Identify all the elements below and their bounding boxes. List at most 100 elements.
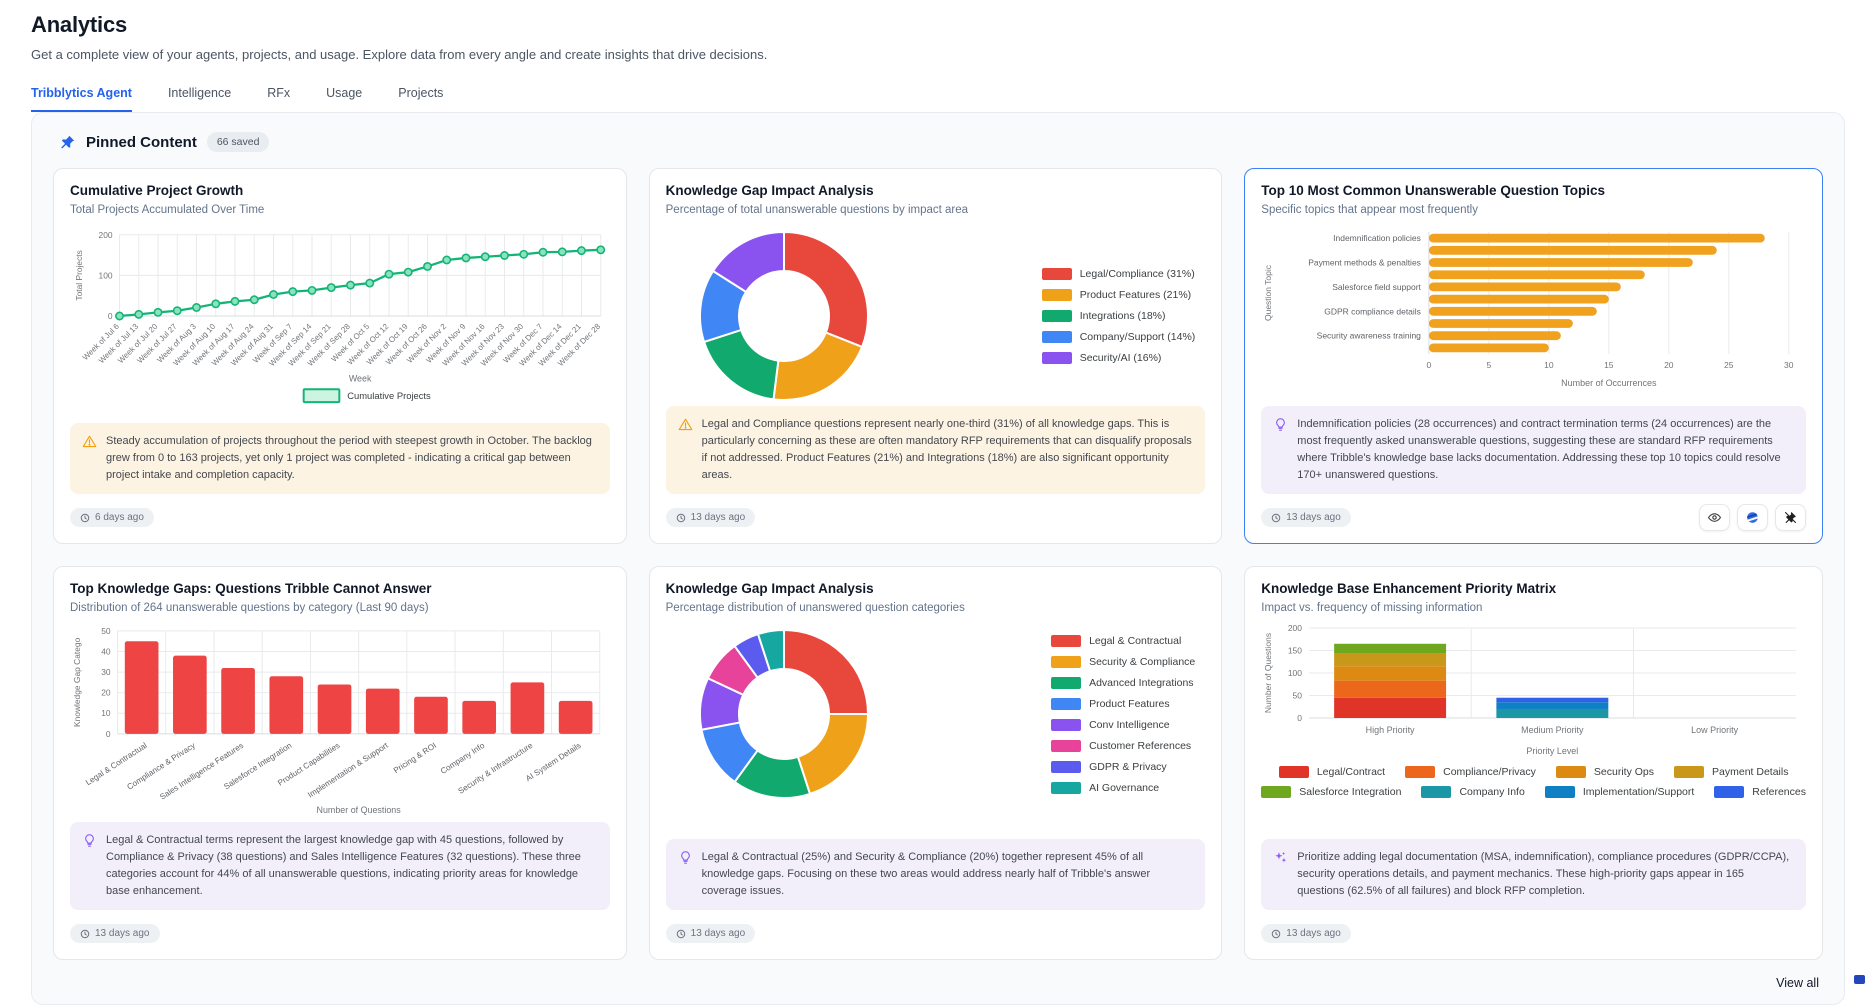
insight-box: Indemnification policies (28 occurrences… bbox=[1261, 406, 1806, 495]
svg-text:Knowledge Gap Catego: Knowledge Gap Catego bbox=[72, 638, 82, 728]
warning-icon bbox=[678, 417, 693, 432]
chart-legend: Legal/Contract Compliance/Privacy Security… bbox=[1261, 766, 1806, 799]
svg-text:Number of Questions: Number of Questions bbox=[317, 805, 402, 815]
card-cumulative-project-growth[interactable]: Cumulative Project Growth Total Projects… bbox=[53, 168, 627, 545]
legend-item: Conv Intelligence bbox=[1051, 718, 1195, 731]
insight-text: Legal and Compliance questions represent… bbox=[701, 418, 1192, 482]
svg-text:10: 10 bbox=[101, 708, 111, 718]
svg-text:Total Projects: Total Projects bbox=[74, 250, 84, 300]
view-all-link[interactable]: View all bbox=[1776, 976, 1819, 991]
legend-item: Legal & Contractual bbox=[1051, 634, 1195, 647]
svg-text:Company Info: Company Info bbox=[439, 741, 487, 776]
legend-item: Product Features bbox=[1051, 697, 1195, 710]
clock-icon bbox=[80, 929, 90, 939]
card-footer: 13 days ago bbox=[1261, 504, 1806, 532]
pinned-content-title: Pinned Content bbox=[86, 133, 197, 151]
legend-item: Compliance/Privacy bbox=[1405, 766, 1536, 779]
card-footer: 13 days ago bbox=[665, 504, 1206, 531]
card-footer: 13 days ago bbox=[70, 920, 610, 947]
svg-text:150: 150 bbox=[1288, 646, 1302, 656]
warning-icon bbox=[82, 434, 97, 449]
legend-item: Implementation/Support bbox=[1544, 786, 1694, 799]
line-chart: 0 100 200 Week of Jul 6 Week of Jul 13 Week o… bbox=[70, 224, 610, 406]
card-subtitle: Distribution of 264 unanswerable questio… bbox=[70, 602, 429, 615]
svg-text:Indemnification policies: Indemnification policies bbox=[1333, 233, 1421, 243]
insight-box: Legal & Contractual terms represent the … bbox=[70, 822, 610, 911]
tab-tribblytics-agent[interactable]: Tribblytics Agent bbox=[31, 86, 132, 112]
unpin-button[interactable] bbox=[1775, 504, 1806, 532]
card-top-knowledge-gaps[interactable]: Top Knowledge Gaps: Questions Tribble Ca… bbox=[53, 566, 627, 961]
svg-text:200: 200 bbox=[99, 230, 113, 240]
svg-text:10: 10 bbox=[1544, 360, 1554, 370]
card-title: Cumulative Project Growth bbox=[70, 183, 244, 198]
tab-bar: Tribblytics Agent Intelligence RFx Usage… bbox=[31, 86, 1867, 112]
svg-text:Number of Occurrences: Number of Occurrences bbox=[1561, 378, 1657, 388]
donut-svg bbox=[698, 629, 869, 800]
donut-chart: Legal & Contractual Security & Compliance… bbox=[666, 622, 1206, 804]
color-sphere-icon bbox=[1747, 512, 1759, 523]
legend-item: Company Info bbox=[1421, 786, 1525, 799]
svg-text:0: 0 bbox=[108, 311, 113, 321]
clock-icon bbox=[676, 513, 685, 522]
card-grid: Cumulative Project Growth Total Projects… bbox=[53, 168, 1823, 961]
insight-text: Legal & Contractual (25%) and Security &… bbox=[701, 851, 1151, 898]
legend-item: References bbox=[1714, 786, 1806, 799]
card-top10-unanswerable-topics[interactable]: Top 10 Most Common Unanswerable Question… bbox=[1244, 168, 1823, 545]
card-subtitle: Total Projects Accumulated Over Time bbox=[70, 204, 265, 216]
pin-off-icon bbox=[1784, 512, 1797, 524]
insight-text: Indemnification policies (28 occurrences… bbox=[1297, 418, 1781, 482]
tab-projects[interactable]: Projects bbox=[398, 86, 444, 100]
svg-text:20: 20 bbox=[1664, 360, 1674, 370]
clock-icon bbox=[1272, 929, 1281, 939]
chart-legend: Legal/Compliance (31%) Product Features (… bbox=[1041, 268, 1196, 364]
legend-item: Salesforce Integration bbox=[1261, 786, 1401, 799]
card-knowledge-gap-impact-1[interactable]: Knowledge Gap Impact Analysis Percentage… bbox=[648, 168, 1223, 545]
svg-text:Priority Level: Priority Level bbox=[1527, 746, 1579, 756]
theme-button[interactable] bbox=[1737, 504, 1768, 532]
clock-icon bbox=[80, 513, 90, 522]
legend-item: Payment Details bbox=[1674, 766, 1788, 779]
insight-box: Legal and Compliance questions represent… bbox=[665, 406, 1206, 495]
svg-text:30: 30 bbox=[101, 667, 111, 677]
svg-text:30: 30 bbox=[1784, 360, 1794, 370]
legend-item: Security/AI (16%) bbox=[1041, 352, 1196, 364]
view-button[interactable] bbox=[1699, 504, 1730, 532]
legend-item: Customer References bbox=[1051, 739, 1195, 752]
card-priority-matrix[interactable]: Knowledge Base Enhancement Priority Matr… bbox=[1244, 566, 1823, 961]
card-title: Top Knowledge Gaps: Questions Tribble Ca… bbox=[70, 581, 432, 597]
stacked-bar-chart: 0 50 100 150 200 High Priority Medium Priority… bbox=[1261, 622, 1806, 799]
page-title: Analytics bbox=[31, 12, 128, 37]
svg-text:25: 25 bbox=[1724, 360, 1734, 370]
tab-rfx[interactable]: RFx bbox=[267, 86, 291, 100]
svg-text:0: 0 bbox=[106, 729, 111, 739]
lightbulb-icon bbox=[678, 850, 693, 865]
tab-intelligence[interactable]: Intelligence bbox=[167, 86, 232, 100]
svg-text:200: 200 bbox=[1288, 623, 1302, 633]
pin-icon bbox=[59, 134, 76, 151]
svg-text:50: 50 bbox=[1293, 691, 1303, 701]
svg-text:High Priority: High Priority bbox=[1366, 725, 1415, 735]
card-knowledge-gap-impact-2[interactable]: Knowledge Gap Impact Analysis Percentage… bbox=[648, 566, 1223, 961]
legend-item: GDPR & Privacy bbox=[1051, 760, 1195, 773]
svg-text:Number of Questions: Number of Questions bbox=[1263, 633, 1273, 713]
svg-text:5: 5 bbox=[1487, 360, 1492, 370]
svg-text:Week: Week bbox=[349, 373, 372, 383]
legend-item: Product Features (21%) bbox=[1041, 289, 1196, 301]
svg-text:100: 100 bbox=[99, 270, 113, 280]
hbar-chart: 0 5 10 15 20 25 30 Indemnification policies Paym… bbox=[1261, 224, 1806, 396]
tab-usage[interactable]: Usage bbox=[326, 86, 363, 100]
svg-text:15: 15 bbox=[1604, 360, 1614, 370]
insight-box: Legal & Contractual (25%) and Security &… bbox=[665, 839, 1206, 911]
eye-icon bbox=[1707, 513, 1722, 523]
clock-icon bbox=[676, 929, 685, 939]
timestamp-badge: 13 days ago bbox=[665, 508, 756, 528]
card-title: Top 10 Most Common Unanswerable Question… bbox=[1261, 183, 1606, 198]
scrollbar-corner[interactable] bbox=[1854, 975, 1865, 984]
insight-text: Legal & Contractual terms represent the … bbox=[106, 834, 581, 898]
donut-chart: Legal/Compliance (31%) Product Features (… bbox=[666, 224, 1206, 406]
vbar-chart: 0 10 20 30 40 50 Legal & Contractual Compliance… bbox=[70, 622, 610, 822]
svg-text:Medium Priority: Medium Priority bbox=[1521, 725, 1584, 735]
card-footer: 6 days ago bbox=[70, 504, 610, 531]
page-subtitle: Get a complete view of your agents, proj… bbox=[31, 47, 768, 62]
legend-item: Legal/Contract bbox=[1278, 766, 1385, 779]
